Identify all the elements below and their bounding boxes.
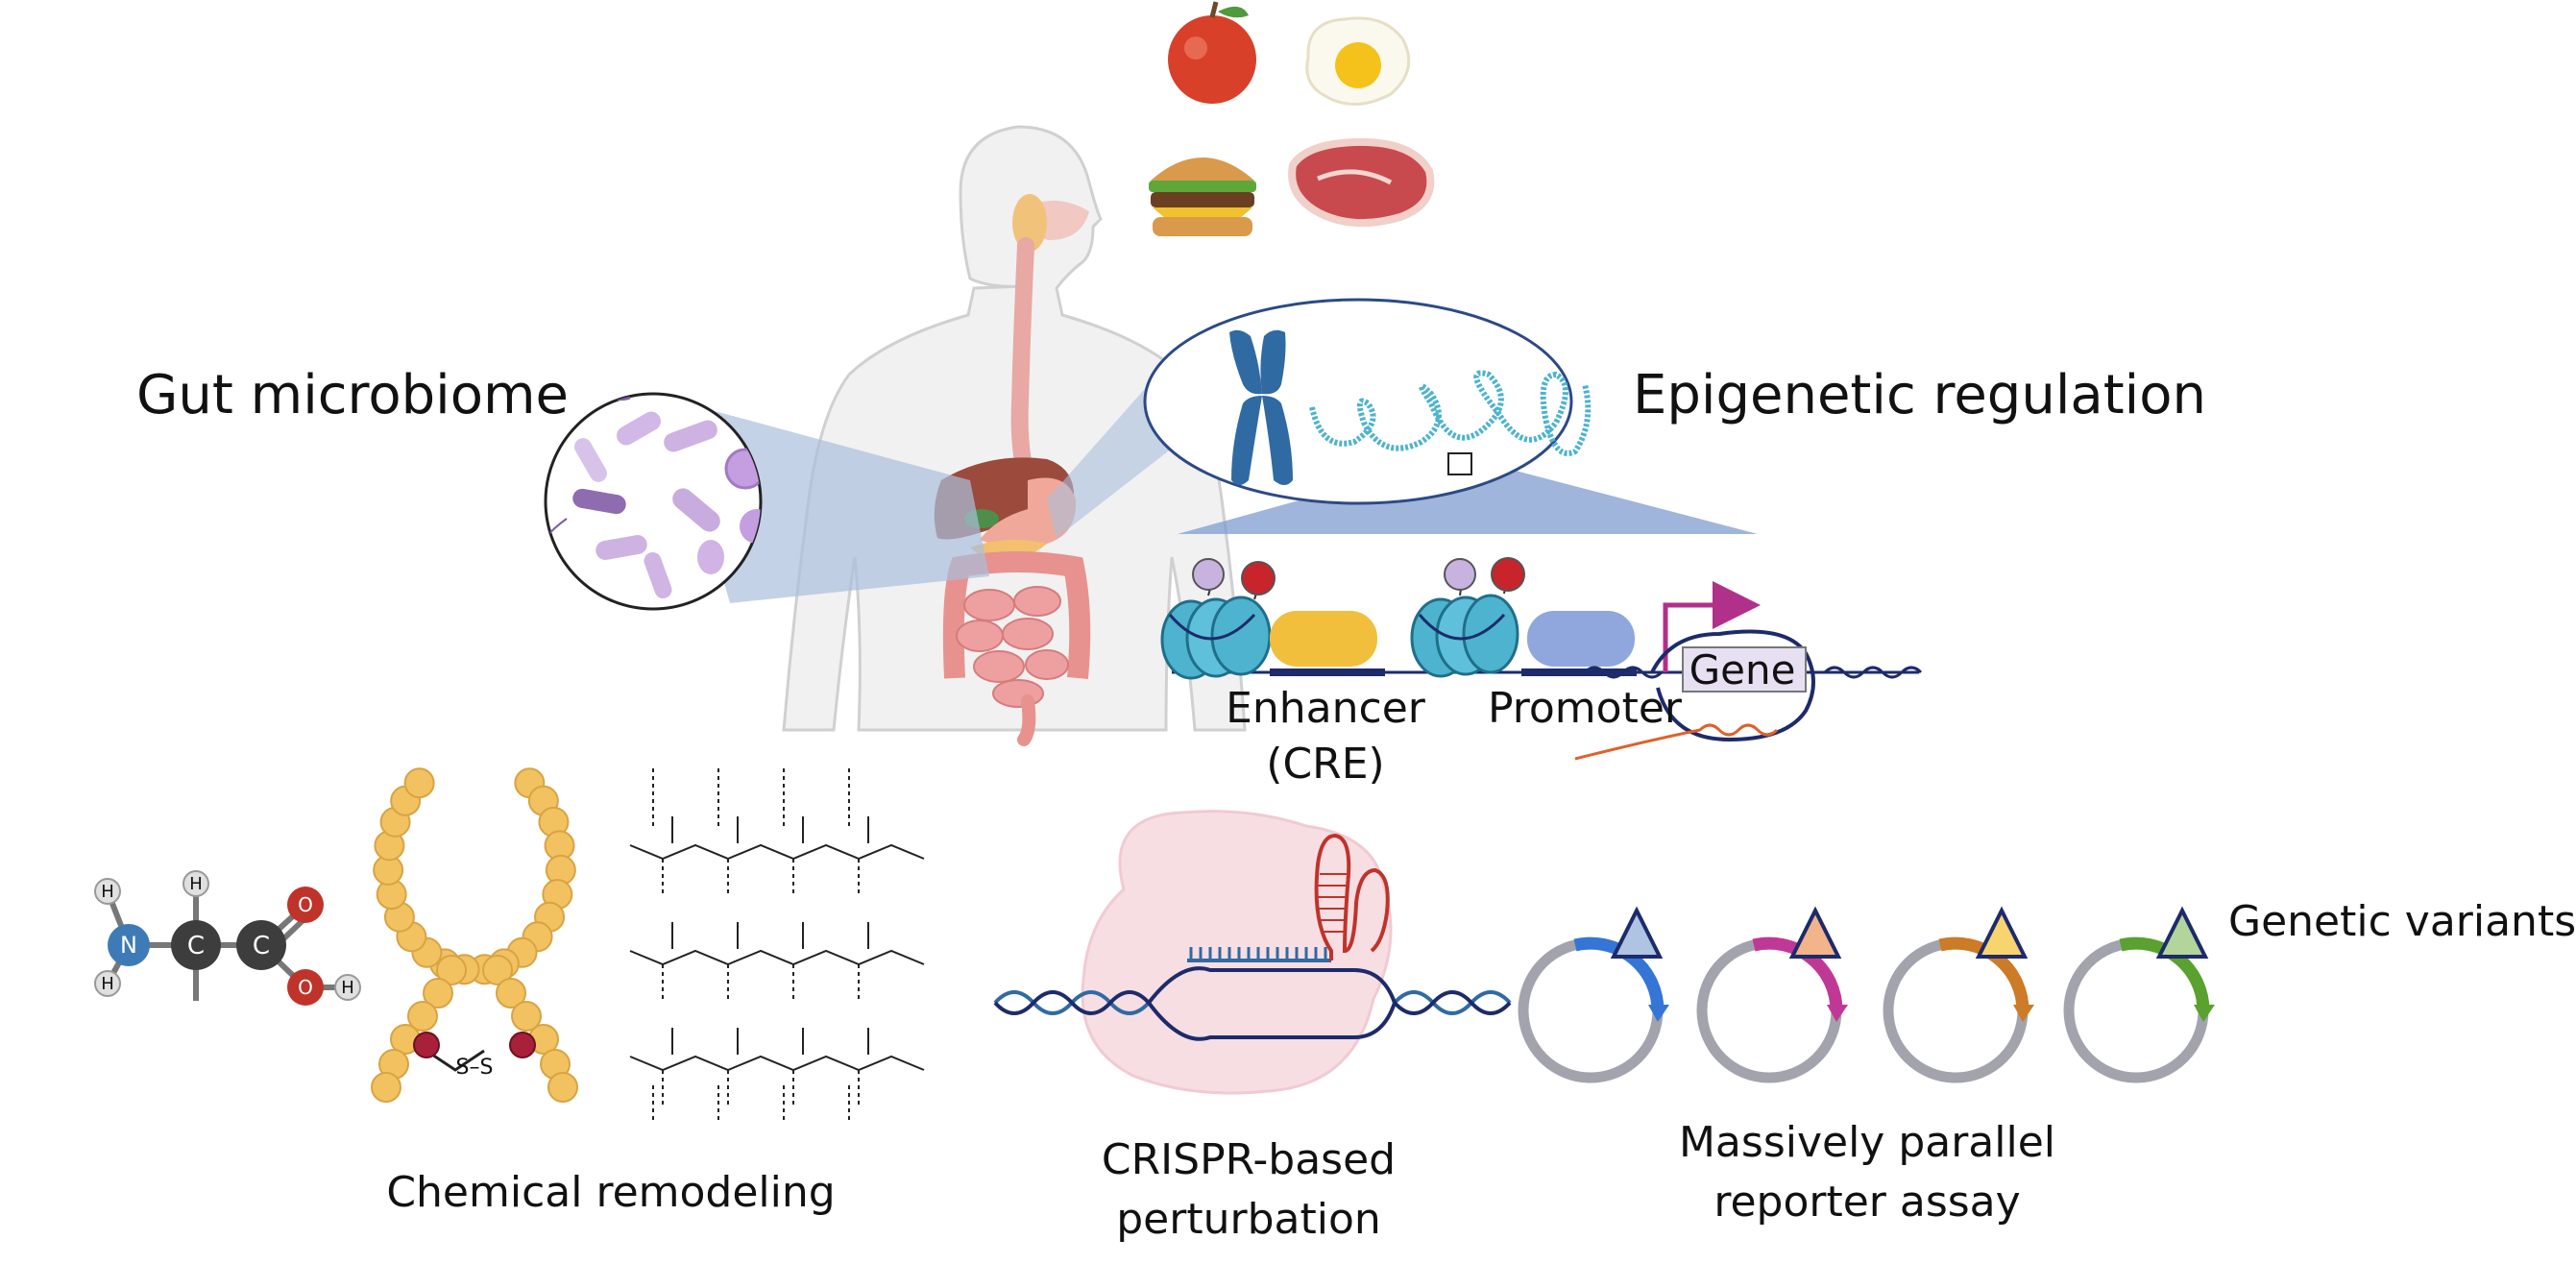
zoom-box <box>1448 453 1471 474</box>
mpra-label-line2: reporter assay <box>1713 1178 2020 1227</box>
burger-icon <box>1149 158 1256 236</box>
atom-label-n: N <box>120 932 137 959</box>
atom-label-o1: O <box>298 893 313 916</box>
atom-label-h1: H <box>101 882 114 902</box>
peptide-backbone <box>630 845 924 859</box>
dna-helix-right <box>1395 992 1510 1013</box>
mpra-label-line1: Massively parallel <box>1679 1118 2055 1167</box>
peptide-backbone <box>630 951 924 964</box>
peptide-bead <box>548 1073 577 1102</box>
enhancer-region-bar <box>1270 668 1385 676</box>
steak-icon <box>1292 142 1430 223</box>
disulfide-label: S–S <box>456 1056 494 1080</box>
nucleosome-cluster-2 <box>1412 558 1524 676</box>
plasmid-1 <box>1523 911 1669 1078</box>
plasmid-2 <box>1702 911 1848 1078</box>
promoter-factor <box>1527 611 1635 667</box>
atom-label-h2: H <box>101 974 114 994</box>
crispr-complex <box>995 812 1510 1093</box>
atom-label-h4: H <box>341 978 354 998</box>
fried-egg-icon <box>1307 18 1409 105</box>
cyclic-peptide-beads: S–S <box>372 768 577 1102</box>
plasmid-4 <box>2069 911 2215 1078</box>
crispr-label-line2: perturbation <box>1116 1195 1381 1244</box>
cre-label: (CRE) <box>1266 740 1384 789</box>
gut-microbiome-label: Gut microbiome <box>136 364 569 426</box>
peptide-sheet-structure <box>630 768 924 1124</box>
food-group <box>1149 2 1430 236</box>
plasmid-3 <box>1888 911 2034 1078</box>
peptide-backbone <box>630 1057 924 1070</box>
atom-label-c1: C <box>187 932 205 960</box>
mpra-plasmids <box>1523 911 2215 1078</box>
atom-label-o2: O <box>298 976 313 999</box>
peptide-bead <box>405 768 434 797</box>
enhancer-factor <box>1270 611 1377 667</box>
epigenetic-regulation-label: Epigenetic regulation <box>1633 364 2206 426</box>
atom-label-c2: C <box>253 932 270 960</box>
genetic-variants-label: Genetic variants <box>2228 897 2576 946</box>
peptide-bead <box>372 1073 401 1102</box>
chemical-remodeling-label: Chemical remodeling <box>386 1168 835 1217</box>
amino-acid-molecule: H H H H N C C O O <box>95 871 360 1006</box>
atom-label-h3: H <box>189 874 203 894</box>
promoter-label: Promoter <box>1488 684 1683 733</box>
crispr-label-line1: CRISPR-based <box>1102 1135 1396 1184</box>
enhancer-label: Enhancer <box>1226 684 1426 733</box>
gene-label: Gene <box>1689 646 1796 693</box>
apple-icon <box>1168 2 1256 104</box>
